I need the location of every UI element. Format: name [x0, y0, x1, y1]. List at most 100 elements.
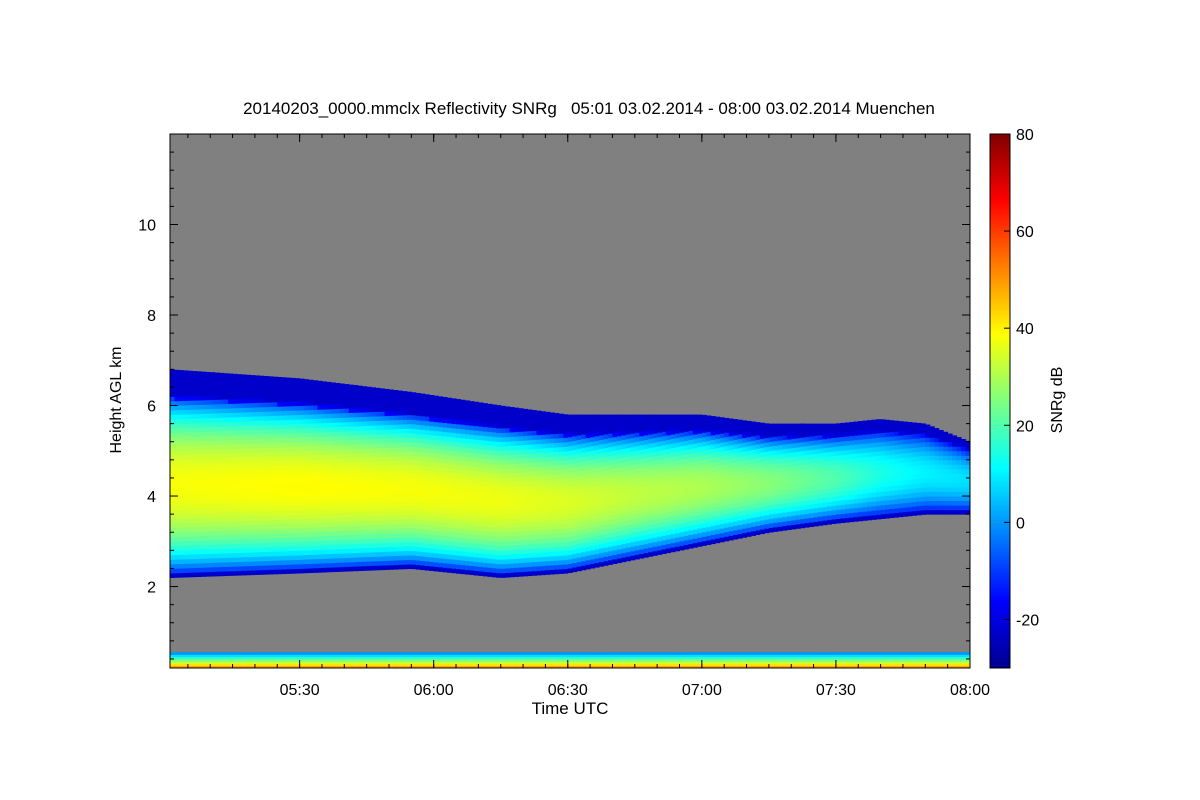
heatmap-cell	[219, 408, 225, 414]
heatmap-cell	[496, 513, 502, 519]
heatmap-cell	[603, 661, 609, 664]
heatmap-cell	[308, 482, 314, 488]
heatmap-cell	[210, 413, 216, 419]
heatmap-cell	[540, 429, 546, 435]
heatmap-cell	[442, 540, 448, 546]
heatmap-cell	[205, 567, 211, 573]
heatmap-cell	[554, 665, 560, 669]
heatmap-cell	[375, 654, 381, 658]
heatmap-cell	[371, 402, 377, 408]
heatmap-cell	[357, 484, 363, 490]
heatmap-cell	[299, 473, 305, 479]
heatmap-cell	[473, 498, 479, 504]
heatmap-cell	[259, 529, 265, 535]
heatmap-cell	[259, 538, 265, 544]
heatmap-cell	[299, 559, 305, 565]
heatmap-cell	[277, 469, 283, 475]
heatmap-cell	[272, 551, 278, 557]
heatmap-cell	[469, 556, 475, 562]
heatmap-cell	[567, 441, 573, 447]
heatmap-cell	[219, 412, 225, 418]
heatmap-cell	[478, 654, 484, 658]
heatmap-cell	[616, 539, 622, 545]
heatmap-cell	[572, 548, 578, 555]
heatmap-cell	[388, 478, 394, 484]
heatmap-cell	[456, 478, 461, 484]
heatmap-cell	[330, 444, 336, 450]
heatmap-cell	[380, 519, 386, 525]
heatmap-cell	[295, 414, 301, 420]
heatmap-cell	[174, 432, 180, 438]
heatmap-cell	[335, 503, 341, 509]
heatmap-cell	[482, 485, 488, 491]
heatmap-cell	[599, 561, 605, 567]
heatmap-cell	[460, 656, 466, 660]
heatmap-cell	[268, 392, 274, 398]
heatmap-cell	[438, 476, 444, 482]
heatmap-cell	[170, 550, 175, 556]
heatmap-cell	[214, 440, 220, 446]
heatmap-cell	[393, 528, 399, 534]
heatmap-cell	[223, 557, 229, 563]
heatmap-cell	[219, 663, 225, 667]
heatmap-cell	[630, 537, 636, 543]
heatmap-cell	[429, 425, 435, 431]
heatmap-cell	[228, 421, 234, 427]
heatmap-cell	[290, 487, 296, 493]
heatmap-cell	[371, 461, 377, 467]
heatmap-cell	[402, 654, 408, 658]
heatmap-cell	[411, 518, 417, 524]
heatmap-cell	[406, 523, 412, 529]
heatmap-cell	[277, 560, 283, 566]
heatmap-cell	[429, 658, 435, 662]
heatmap-cell	[634, 522, 640, 528]
heatmap-cell	[464, 665, 470, 669]
heatmap-cell	[357, 516, 363, 522]
heatmap-cell	[214, 530, 220, 536]
heatmap-cell	[612, 554, 618, 560]
heatmap-cell	[250, 429, 256, 435]
heatmap-cell	[616, 422, 622, 428]
heatmap-cell	[299, 495, 305, 501]
heatmap-cell	[590, 482, 596, 488]
heatmap-cell	[625, 529, 631, 535]
heatmap-cell	[339, 458, 345, 464]
heatmap-cell	[505, 436, 511, 442]
heatmap-cell	[505, 572, 511, 578]
heatmap-cell	[558, 469, 564, 475]
heatmap-cell	[384, 478, 390, 484]
heatmap-cell	[335, 435, 341, 441]
heatmap-cell	[505, 663, 511, 667]
heatmap-cell	[491, 572, 497, 578]
heatmap-cell	[290, 437, 296, 443]
heatmap-cell	[406, 464, 412, 470]
heatmap-cell	[313, 450, 318, 456]
heatmap-cell	[380, 537, 386, 543]
heatmap-cell	[487, 485, 493, 491]
heatmap-cell	[245, 434, 251, 440]
heatmap-cell	[371, 497, 377, 503]
heatmap-cell	[429, 502, 435, 508]
heatmap-cell	[487, 535, 493, 541]
heatmap-cell	[621, 502, 627, 508]
heatmap-cell	[447, 549, 453, 555]
heatmap-cell	[549, 551, 555, 557]
heatmap-cell	[339, 462, 345, 468]
heatmap-cell	[469, 560, 475, 566]
heatmap-cell	[299, 459, 305, 465]
heatmap-cell	[196, 413, 202, 419]
heatmap-cell	[263, 376, 269, 381]
heatmap-cell	[576, 443, 582, 450]
heatmap-cell	[554, 532, 560, 539]
heatmap-cell	[581, 456, 587, 462]
heatmap-cell	[540, 416, 546, 422]
heatmap-cell	[362, 411, 368, 417]
heatmap-cell	[433, 435, 439, 441]
heatmap-cell	[308, 558, 314, 564]
heatmap-cell	[219, 426, 225, 432]
heatmap-cell	[572, 658, 578, 662]
heatmap-cell	[496, 545, 502, 551]
heatmap-cell	[456, 399, 461, 402]
heatmap-cell	[348, 543, 354, 549]
heatmap-cell	[192, 495, 198, 501]
